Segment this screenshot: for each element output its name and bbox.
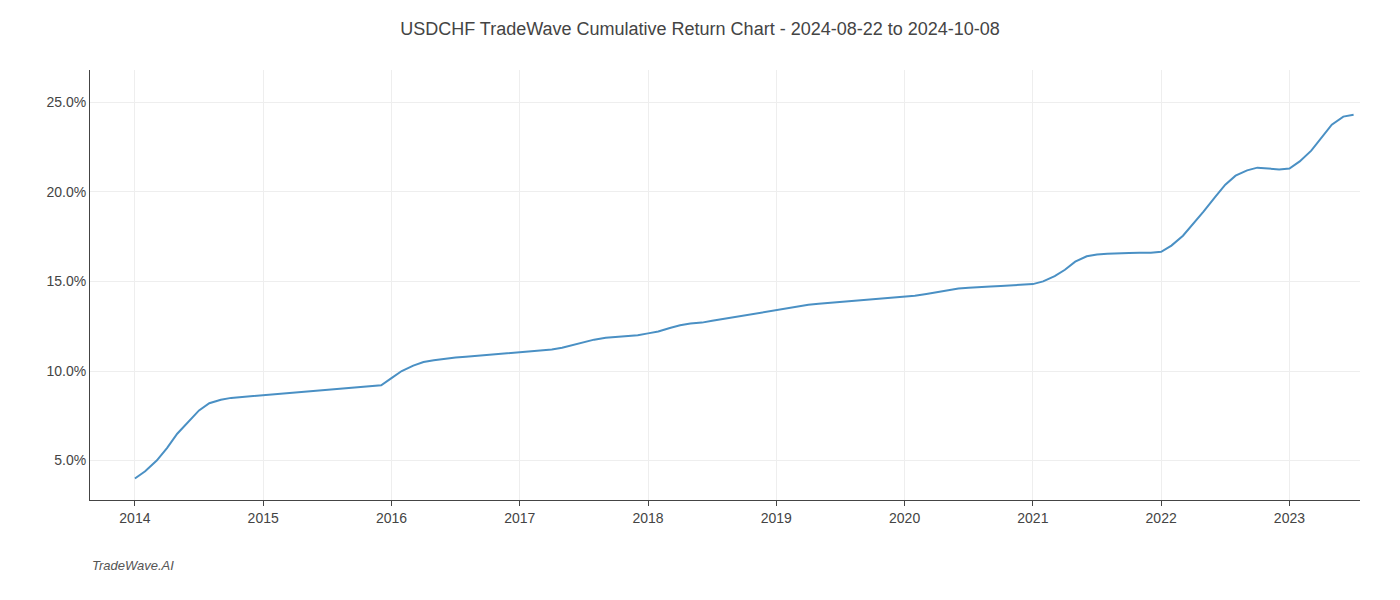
svg-text:TradeWave.AI: TradeWave.AI xyxy=(92,558,174,573)
svg-text:2019: 2019 xyxy=(761,510,792,526)
svg-text:25.0%: 25.0% xyxy=(46,94,86,110)
svg-text:2023: 2023 xyxy=(1274,510,1305,526)
svg-text:2021: 2021 xyxy=(1017,510,1048,526)
svg-text:5.0%: 5.0% xyxy=(54,452,86,468)
svg-text:2020: 2020 xyxy=(889,510,920,526)
svg-text:20.0%: 20.0% xyxy=(46,184,86,200)
svg-text:15.0%: 15.0% xyxy=(46,273,86,289)
svg-text:2016: 2016 xyxy=(376,510,407,526)
svg-text:2017: 2017 xyxy=(504,510,535,526)
svg-text:10.0%: 10.0% xyxy=(46,363,86,379)
svg-text:2022: 2022 xyxy=(1146,510,1177,526)
svg-text:2018: 2018 xyxy=(632,510,663,526)
svg-text:USDCHF TradeWave Cumulative Re: USDCHF TradeWave Cumulative Return Chart… xyxy=(400,19,1000,39)
svg-text:2015: 2015 xyxy=(248,510,279,526)
svg-text:2014: 2014 xyxy=(119,510,150,526)
